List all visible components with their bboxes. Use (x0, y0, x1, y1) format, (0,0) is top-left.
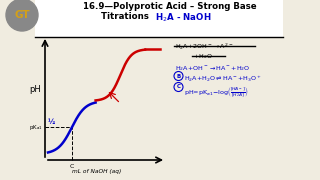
Text: mL of NaOH (aq): mL of NaOH (aq) (72, 168, 121, 174)
Text: Titrations: Titrations (101, 12, 155, 21)
Text: H$_2$A+2OH$^-$$\rightarrow$A$^{2-}$: H$_2$A+2OH$^-$$\rightarrow$A$^{2-}$ (175, 42, 233, 52)
Text: H$_2$A+OH$^-$$\rightarrow$HA$^-$+H$_2$O: H$_2$A+OH$^-$$\rightarrow$HA$^-$+H$_2$O (175, 64, 251, 73)
Text: H$_2$A - NaOH: H$_2$A - NaOH (155, 12, 212, 24)
Text: +H$_2$O: +H$_2$O (193, 52, 213, 61)
Text: 16.9—Polyprotic Acid – Strong Base: 16.9—Polyprotic Acid – Strong Base (83, 2, 257, 11)
Text: pH=pK$_{a1}$$-$log$\left(\frac{[HA^-]}{[H_2A]}\right)$: pH=pK$_{a1}$$-$log$\left(\frac{[HA^-]}{[… (184, 85, 249, 99)
Text: pK$_{a1}$: pK$_{a1}$ (29, 123, 43, 132)
Text: H$_2$A+H$_2$O$\rightleftharpoons$HA$^-$+H$_3$O$^+$: H$_2$A+H$_2$O$\rightleftharpoons$HA$^-$+… (184, 74, 261, 84)
Circle shape (6, 0, 38, 31)
FancyBboxPatch shape (35, 0, 283, 37)
Text: pH: pH (29, 85, 41, 94)
Text: C: C (177, 84, 180, 89)
Text: ½: ½ (47, 119, 55, 125)
Text: GT: GT (14, 10, 30, 20)
Text: C: C (70, 164, 74, 169)
Text: B: B (176, 73, 180, 78)
